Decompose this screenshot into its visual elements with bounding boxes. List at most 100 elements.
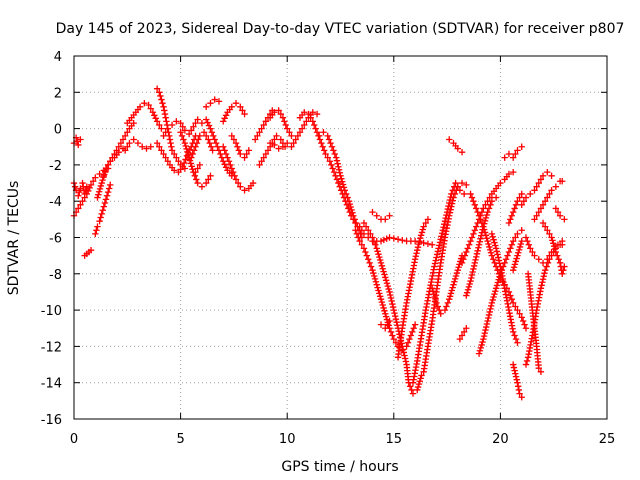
data-point xyxy=(262,118,270,125)
data-point xyxy=(96,217,103,225)
data-point xyxy=(376,293,384,300)
data-point xyxy=(510,364,518,371)
data-point xyxy=(202,132,210,140)
data-point xyxy=(514,252,521,259)
data-point xyxy=(451,190,459,198)
data-point xyxy=(555,256,562,263)
data-point xyxy=(490,236,497,243)
data-point xyxy=(218,154,226,161)
data-point xyxy=(344,194,351,201)
data-point xyxy=(391,309,398,317)
data-point xyxy=(431,260,439,267)
data-point xyxy=(277,136,285,143)
data-point xyxy=(99,176,106,184)
data-point xyxy=(168,147,176,154)
data-point xyxy=(93,227,100,234)
data-point xyxy=(296,129,304,136)
data-point xyxy=(561,216,568,223)
data-point xyxy=(478,219,486,227)
data-point xyxy=(105,185,113,192)
data-point xyxy=(279,143,287,150)
data-point xyxy=(433,251,441,258)
data-point xyxy=(474,208,481,216)
data-point xyxy=(339,178,346,185)
data-point xyxy=(535,364,542,372)
data-point xyxy=(96,185,104,193)
data-point xyxy=(401,355,409,362)
data-point xyxy=(559,237,566,245)
data-point xyxy=(512,373,520,380)
data-point xyxy=(516,243,524,251)
data-point xyxy=(284,125,291,132)
data-point xyxy=(159,99,166,107)
data-point xyxy=(376,290,383,297)
data-point xyxy=(487,249,495,256)
data-point xyxy=(480,332,488,340)
data-point xyxy=(414,383,422,391)
data-point xyxy=(147,143,154,150)
data-point xyxy=(313,110,321,118)
data-point xyxy=(480,335,487,343)
data-point xyxy=(200,129,208,136)
y-tick-label: -4 xyxy=(49,195,62,210)
data-point xyxy=(384,282,392,290)
data-point xyxy=(385,322,392,329)
data-point xyxy=(153,139,161,147)
data-point xyxy=(415,380,423,388)
data-point xyxy=(515,386,523,394)
data-point xyxy=(324,154,331,161)
data-point xyxy=(487,305,494,313)
data-point xyxy=(546,256,553,263)
data-point xyxy=(390,306,397,314)
data-point xyxy=(488,299,496,307)
data-point xyxy=(211,96,218,103)
data-point xyxy=(488,198,496,205)
data-point xyxy=(485,314,492,322)
data-point xyxy=(215,98,223,105)
y-tick-label: -10 xyxy=(41,304,62,319)
data-point xyxy=(271,141,278,149)
data-point xyxy=(492,194,500,201)
data-point xyxy=(544,259,552,267)
data-point xyxy=(460,328,468,336)
data-point xyxy=(432,296,439,304)
data-point xyxy=(376,253,383,261)
data-point xyxy=(75,192,82,199)
data-point xyxy=(541,198,549,205)
data-point xyxy=(406,383,414,390)
data-point xyxy=(453,269,461,277)
data-point xyxy=(162,154,169,161)
data-point xyxy=(271,136,278,143)
data-point xyxy=(378,262,386,270)
data-point xyxy=(160,132,167,140)
data-point xyxy=(389,332,396,339)
data-point xyxy=(470,262,478,270)
data-point xyxy=(254,132,261,140)
data-point xyxy=(509,361,517,368)
data-point xyxy=(358,227,366,234)
data-point xyxy=(239,107,246,114)
data-point xyxy=(414,247,421,254)
data-point xyxy=(204,119,211,126)
data-point xyxy=(322,150,329,158)
data-point xyxy=(512,150,519,158)
data-point xyxy=(521,321,528,328)
data-point xyxy=(298,125,306,132)
data-point xyxy=(104,188,112,196)
data-point xyxy=(184,148,191,156)
data-point xyxy=(456,335,464,343)
data-point xyxy=(380,304,387,312)
data-point xyxy=(362,223,370,230)
data-point xyxy=(440,224,447,231)
data-point xyxy=(191,172,199,179)
data-point xyxy=(362,248,369,256)
data-point xyxy=(335,179,342,187)
data-point xyxy=(424,240,432,248)
data-point xyxy=(162,114,169,121)
data-point xyxy=(103,192,111,199)
data-point xyxy=(234,143,241,150)
data-point xyxy=(505,219,513,227)
data-point xyxy=(83,183,90,190)
data-point xyxy=(466,280,473,288)
data-point xyxy=(518,237,525,245)
